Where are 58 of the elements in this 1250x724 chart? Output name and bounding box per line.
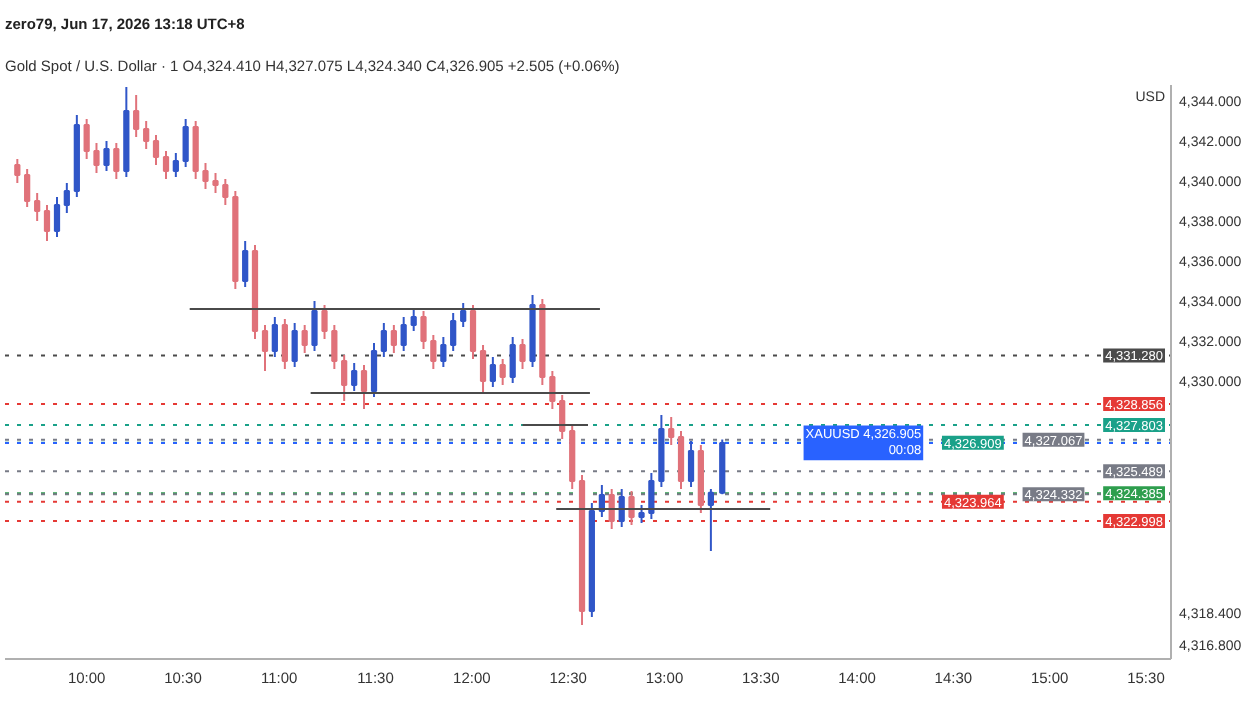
candlestick — [628, 490, 635, 526]
candlestick — [14, 158, 21, 184]
candlestick — [281, 318, 288, 370]
candlestick — [390, 324, 397, 354]
candlestick — [668, 416, 675, 446]
candlestick — [172, 152, 179, 178]
candlestick — [43, 204, 51, 242]
candlestick — [687, 440, 695, 488]
candlestick — [192, 120, 199, 180]
candlestick — [63, 182, 70, 214]
candlestick — [618, 488, 625, 528]
candlestick — [143, 120, 150, 150]
candlestick — [519, 338, 526, 370]
candlestick — [370, 342, 378, 398]
candlestick — [53, 196, 61, 238]
candlestick — [182, 118, 189, 168]
candlestick — [489, 356, 496, 388]
candlestick — [420, 310, 427, 350]
candlestick — [341, 354, 348, 402]
candlestick — [400, 316, 407, 352]
candlestick — [261, 324, 269, 372]
candlestick — [479, 344, 487, 394]
candlestick — [133, 94, 140, 138]
candlestick — [509, 336, 516, 384]
candlestick — [212, 172, 219, 194]
candlestick — [648, 472, 655, 520]
candlestick — [559, 394, 566, 440]
candlestick — [380, 322, 387, 358]
candlestick — [291, 322, 298, 368]
candlestick — [608, 488, 615, 530]
candlestick — [271, 316, 278, 358]
candlestick — [499, 358, 506, 386]
candlestick — [113, 142, 120, 180]
candlestick — [707, 488, 714, 552]
candlestick — [202, 162, 209, 190]
candlestick — [152, 134, 160, 166]
candlestick — [440, 336, 447, 368]
candlestick — [360, 364, 368, 410]
candlestick — [162, 150, 170, 180]
candlestick — [549, 370, 556, 410]
candlestick — [83, 118, 90, 160]
candlestick — [34, 192, 41, 222]
candlestick — [460, 302, 467, 328]
candlestick — [410, 308, 417, 332]
candlestick — [331, 324, 338, 370]
candlestick — [103, 140, 110, 172]
candlestick — [469, 304, 477, 360]
candlestick — [351, 362, 358, 392]
candlestick — [301, 324, 308, 354]
candlestick — [677, 430, 685, 490]
candlestick — [93, 142, 100, 174]
candlestick — [430, 334, 437, 370]
candlestick — [242, 240, 249, 288]
candlestick — [24, 168, 31, 208]
candlestick — [321, 304, 328, 340]
candlestick — [311, 300, 318, 352]
candlestick — [450, 312, 457, 352]
candlestick — [222, 178, 229, 206]
